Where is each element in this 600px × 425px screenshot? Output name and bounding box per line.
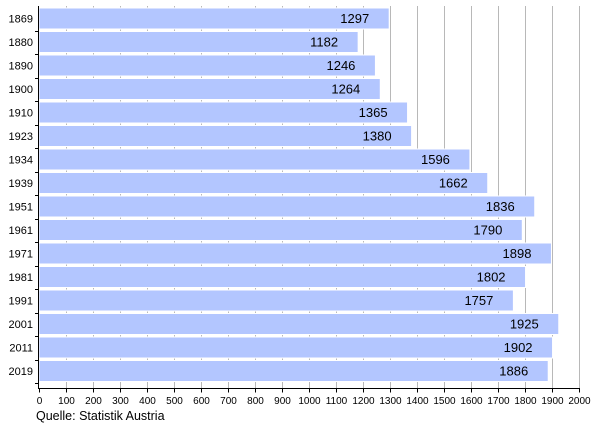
bar [38,7,390,30]
x-tick-label: 300 [112,396,129,407]
bar [38,336,554,359]
category-label: 2001 [9,319,33,331]
x-tick-label: 700 [220,396,237,407]
category-label: 1971 [9,249,33,261]
bar [38,219,523,241]
category-label: 1900 [9,84,33,96]
x-tick-label: 1100 [326,396,348,407]
bar-value-label: 1902 [504,340,533,355]
bar-value-label: 1836 [486,199,515,214]
x-tick-label: 600 [193,396,210,407]
bar [38,360,549,382]
bar-value-label: 1757 [464,293,493,308]
category-label: 1890 [9,61,33,73]
source-note: Quelle: Statistik Austria [36,409,165,423]
bar [38,313,560,335]
bar-value-label: 1790 [473,223,502,238]
x-tick-label: 1900 [541,396,564,407]
x-tick-label: 1400 [406,396,429,407]
category-label: 1934 [9,155,33,167]
bars [38,7,560,382]
x-axis-ticks: 0 100 200 300 400 500 600 700 800 900 1000 1100 1200… [37,388,591,407]
bar [38,101,409,124]
bar [38,54,376,77]
bar-value-label: 1182 [310,35,338,50]
bar-value-label: 1596 [421,152,450,167]
category-label: 1991 [9,296,33,308]
bar [38,78,381,100]
bar [38,148,471,171]
category-label: 1923 [9,131,33,143]
category-label: 2019 [9,366,33,378]
x-tick-label: 200 [85,396,102,407]
bar-value-label: 1365 [359,105,388,120]
category-label: 2011 [9,343,33,355]
bar [38,289,514,312]
bar-value-label: 1802 [477,270,506,285]
category-labels: 1869 1880 1890 1900 1910 1923 1934 1939 1951 1961… [9,14,39,384]
category-label: 1910 [9,108,33,120]
x-tick-label: 1300 [379,396,402,407]
x-tick-label: 2000 [568,396,591,407]
x-tick-label: 1700 [487,396,510,407]
x-tick-label: 400 [139,396,156,407]
bar [38,266,527,288]
bar [38,172,489,194]
bar-value-label: 1246 [326,58,355,73]
bar [38,125,413,147]
bar-value-label: 1886 [499,364,528,379]
x-tick-label: 1600 [460,396,483,407]
category-label: 1981 [9,272,33,284]
x-tick-label: 800 [247,396,264,407]
x-tick-label: 1200 [352,396,375,407]
bar-value-label: 1898 [503,246,532,261]
x-tick-label: 100 [58,396,75,407]
x-tick-label: 1500 [433,396,456,407]
category-label: 1880 [9,37,33,49]
x-tick-label: 500 [166,396,183,407]
bar-value-label: 1925 [510,317,539,332]
category-label: 1869 [9,14,33,26]
bar-value-label: 1662 [439,176,468,191]
category-label: 1961 [9,225,33,237]
bar-value-label: 1264 [331,82,360,97]
category-label: 1939 [9,178,33,190]
x-tick-label: 1800 [514,396,537,407]
bar [38,195,536,218]
x-tick-label: 1000 [298,396,321,407]
x-tick-label: 0 [37,396,43,407]
bar-value-label: 1380 [363,129,392,144]
x-tick-label: 900 [274,396,291,407]
category-label: 1951 [9,202,33,214]
bar [38,242,552,265]
bar-value-label: 1297 [340,11,369,26]
